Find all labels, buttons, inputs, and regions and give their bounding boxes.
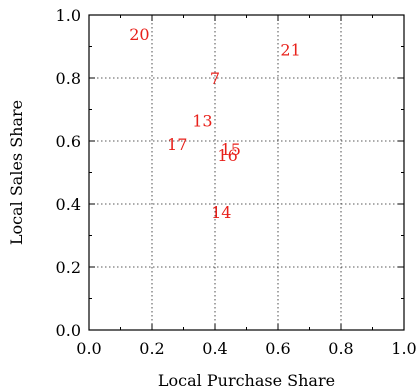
y-tick-label: 0.2 xyxy=(56,258,81,277)
plot-frame xyxy=(88,14,405,331)
axis-ticks xyxy=(88,14,405,331)
data-point-label: 17 xyxy=(167,135,187,154)
data-point-label: 14 xyxy=(211,203,231,222)
x-tick-label: 0.4 xyxy=(202,339,227,358)
y-tick-label: 0.6 xyxy=(56,132,81,151)
x-tick-labels: 0.0 0.2 0.4 0.6 0.8 1.0 xyxy=(76,339,416,358)
x-tick-label: 0.8 xyxy=(328,339,353,358)
data-point-label: 7 xyxy=(210,69,220,88)
y-tick-label: 0.0 xyxy=(56,321,81,340)
data-point-label: 16 xyxy=(217,146,237,165)
x-tick-label: 0.2 xyxy=(139,339,164,358)
x-tick-label: 0.6 xyxy=(265,339,290,358)
data-point-label: 13 xyxy=(192,112,212,131)
y-tick-label: 0.8 xyxy=(56,69,81,88)
x-axis-title: Local Purchase Share xyxy=(158,371,335,390)
grid-lines xyxy=(89,15,404,330)
data-point-label: 15 xyxy=(221,140,241,159)
y-tick-label: 1.0 xyxy=(56,6,81,25)
y-tick-label: 0.4 xyxy=(56,195,81,214)
x-tick-label: 1.0 xyxy=(391,339,416,358)
data-point-label: 20 xyxy=(129,25,149,44)
y-tick-labels: 0.0 0.2 0.4 0.6 0.8 1.0 xyxy=(56,6,81,340)
data-point-label: 21 xyxy=(280,41,300,60)
y-axis-title: Local Sales Share xyxy=(7,100,26,245)
x-tick-label: 0.0 xyxy=(76,339,101,358)
